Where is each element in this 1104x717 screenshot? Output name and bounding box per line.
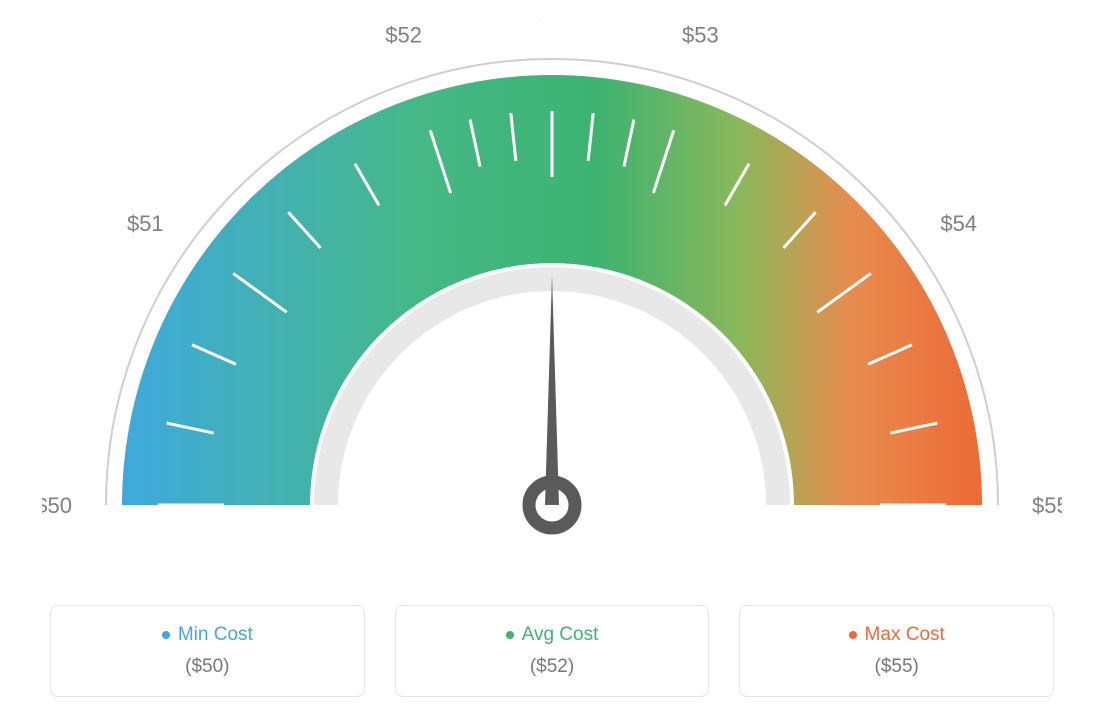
legend-dot-icon [506, 631, 514, 639]
legend-label: Max Cost [865, 624, 945, 646]
gauge-container: $50 $51 $52 $52 $53 $54 $55 [20, 20, 1084, 575]
legend-value: ($52) [406, 656, 699, 678]
gauge-chart: $50 $51 $52 $52 $53 $54 $55 [42, 20, 1062, 575]
gauge-needle [545, 275, 559, 505]
legend-title-min: Min Cost [162, 624, 253, 646]
legend-value: ($50) [61, 656, 354, 678]
legend-value: ($55) [750, 656, 1043, 678]
legend-title-avg: Avg Cost [506, 624, 599, 646]
gauge-tick-label: $51 [127, 211, 164, 236]
legend-dot-icon [849, 631, 857, 639]
legend-card-max: Max Cost ($55) [739, 605, 1054, 697]
gauge-tick-label: $52 [534, 20, 571, 24]
legend-label: Avg Cost [522, 624, 599, 646]
gauge-tick-label: $53 [682, 22, 719, 47]
legend-dot-icon [162, 631, 170, 639]
gauge-tick-label: $52 [385, 22, 422, 47]
gauge-tick-label: $55 [1032, 493, 1062, 518]
legend-row: Min Cost ($50) Avg Cost ($52) Max Cost ($55) [20, 605, 1084, 697]
legend-label: Min Cost [178, 624, 253, 646]
gauge-tick-label: $54 [940, 211, 977, 236]
legend-title-max: Max Cost [849, 624, 945, 646]
legend-card-avg: Avg Cost ($52) [395, 605, 710, 697]
legend-card-min: Min Cost ($50) [50, 605, 365, 697]
gauge-tick-label: $50 [42, 493, 72, 518]
